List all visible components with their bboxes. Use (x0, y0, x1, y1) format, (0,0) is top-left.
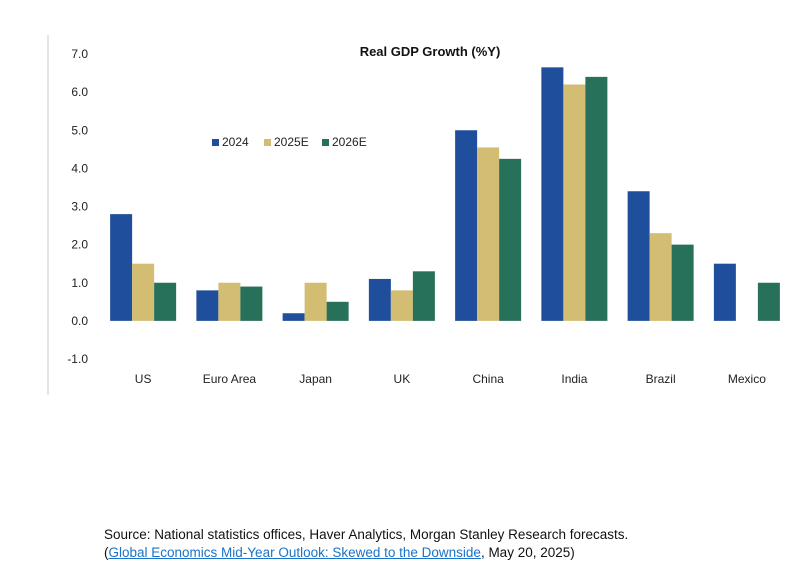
bar-2026e-china (499, 158, 522, 321)
chart-svg: 7.0 6.0 5.0 4.0 3.0 2.0 1.0 0.0 -1.0 US Euro Area… (47, 35, 780, 395)
y-axis: 7.0 6.0 5.0 4.0 3.0 2.0 1.0 0.0 -1.0 (67, 47, 88, 366)
bar-2026e-brazil (671, 244, 694, 321)
y-tick-label: 0.0 (71, 314, 88, 328)
category-label: Mexico (728, 372, 766, 386)
date-suffix: , May 20, 2025) (480, 545, 575, 560)
bar-2026e-mexico (757, 282, 780, 321)
bar-2024-uk (368, 278, 391, 321)
y-tick-label: 1.0 (71, 276, 88, 290)
legend-label-2026e: 2026E (332, 135, 367, 149)
bar-2025e-japan (304, 282, 327, 321)
reference-line: (Global Economics Mid-Year Outlook: Skew… (104, 544, 794, 562)
category-label: Japan (299, 372, 332, 386)
y-tick-label: 7.0 (71, 47, 88, 61)
legend-swatch-2024 (212, 139, 219, 146)
bar-2025e-uk (390, 290, 413, 321)
legend-label-2024: 2024 (222, 135, 249, 149)
source-line: Source: National statistics offices, Hav… (104, 527, 629, 542)
bar-2024-brazil (627, 191, 650, 321)
legend-label-2025e: 2025E (274, 135, 309, 149)
bars (110, 67, 780, 321)
category-label: India (561, 372, 587, 386)
bar-2025e-euro-area (218, 282, 241, 321)
bar-2026e-euro-area (240, 286, 263, 321)
y-tick-label: 5.0 (71, 123, 88, 137)
open-paren: ( (104, 545, 109, 560)
bar-2024-china (455, 130, 478, 321)
bar-2026e-india (585, 76, 608, 321)
category-label: Brazil (646, 372, 676, 386)
bar-2026e-uk (412, 271, 435, 321)
legend-swatch-2026e (322, 139, 329, 146)
source-note: Source: National statistics offices, Hav… (104, 526, 794, 562)
bar-2025e-china (477, 147, 500, 321)
bar-2024-japan (282, 313, 305, 321)
y-tick-label: 3.0 (71, 200, 88, 214)
y-tick-label: 2.0 (71, 238, 88, 252)
bar-2025e-brazil (649, 233, 672, 321)
bar-2025e-us (132, 263, 155, 321)
bar-2024-us (110, 214, 133, 321)
category-label: UK (394, 372, 411, 386)
y-tick-label: 4.0 (71, 161, 88, 175)
legend-swatch-2025e (264, 139, 271, 146)
category-label: China (472, 372, 504, 386)
bar-2024-india (541, 67, 564, 321)
bar-2025e-india (563, 84, 586, 321)
legend: 2024 2025E 2026E (212, 135, 367, 149)
y-tick-label: 6.0 (71, 85, 88, 99)
y-tick-label: -1.0 (67, 352, 88, 366)
chart-title: Real GDP Growth (%Y) (360, 44, 501, 59)
gdp-chart: 7.0 6.0 5.0 4.0 3.0 2.0 1.0 0.0 -1.0 US Euro Area… (47, 35, 780, 395)
category-label: US (135, 372, 152, 386)
category-label: Euro Area (203, 372, 257, 386)
bar-2024-euro-area (196, 290, 219, 321)
report-link[interactable]: Global Economics Mid-Year Outlook: Skewe… (108, 545, 481, 560)
bar-2026e-japan (326, 301, 349, 321)
bar-2026e-us (154, 282, 177, 321)
bar-2024-mexico (713, 263, 736, 321)
x-axis: US Euro Area Japan UK China India Brazil Mexico (135, 372, 766, 386)
